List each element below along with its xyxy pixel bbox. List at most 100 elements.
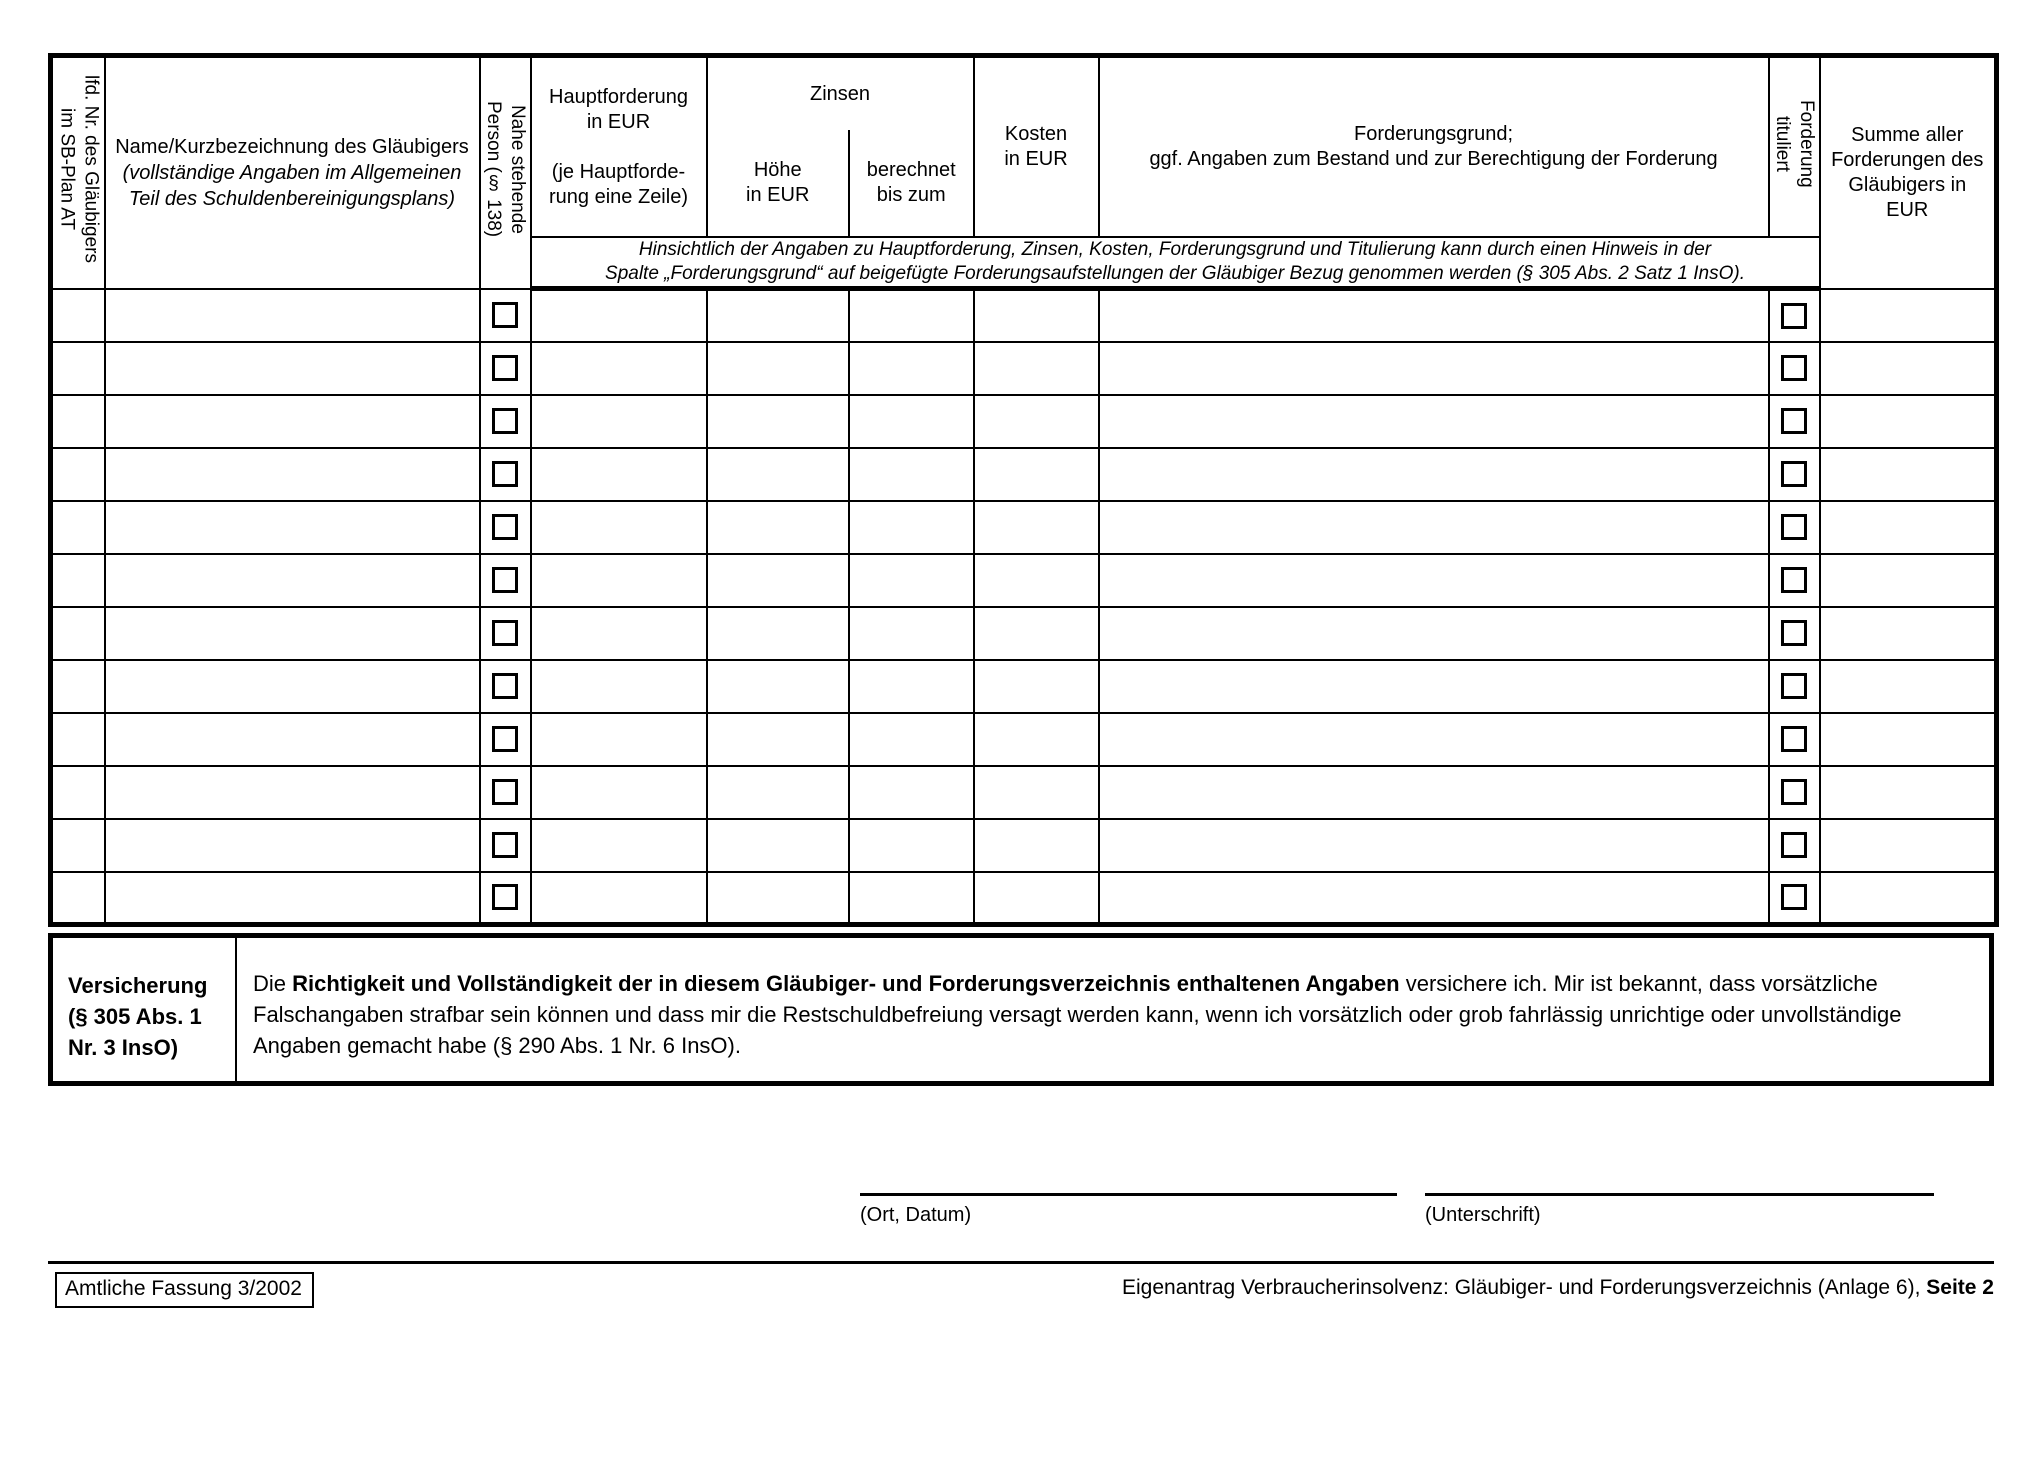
tituliert-checkbox[interactable] (1781, 408, 1808, 434)
tituliert-checkbox[interactable] (1781, 779, 1808, 805)
cell-name[interactable] (103, 658, 481, 714)
cell-name[interactable] (103, 340, 481, 396)
unterschrift-signature-line[interactable] (1425, 1193, 1934, 1196)
cell-zinsen-berechnet[interactable] (847, 340, 975, 396)
cell-zinsen-berechnet[interactable] (847, 817, 975, 873)
cell-zinsen-hoehe[interactable] (705, 870, 850, 926)
cell-zinsen-berechnet[interactable] (847, 499, 975, 555)
nahe-person-checkbox[interactable] (492, 884, 518, 911)
nahe-person-checkbox[interactable] (492, 355, 518, 381)
tituliert-checkbox[interactable] (1781, 884, 1808, 911)
tituliert-checkbox[interactable] (1781, 567, 1808, 593)
cell-zinsen-berechnet[interactable] (847, 287, 975, 343)
cell-forderungsgrund[interactable] (1097, 446, 1770, 502)
cell-zinsen-berechnet[interactable] (847, 658, 975, 714)
cell-lfd-nr[interactable] (49, 499, 106, 555)
cell-forderungsgrund[interactable] (1097, 393, 1770, 449)
cell-forderungsgrund[interactable] (1097, 499, 1770, 555)
cell-kosten[interactable] (972, 446, 1100, 502)
cell-zinsen-hoehe[interactable] (705, 658, 850, 714)
cell-name[interactable] (103, 499, 481, 555)
cell-zinsen-berechnet[interactable] (847, 870, 975, 926)
cell-forderungsgrund[interactable] (1097, 340, 1770, 396)
cell-hauptforderung[interactable] (529, 287, 708, 343)
cell-name[interactable] (103, 393, 481, 449)
nahe-person-checkbox[interactable] (492, 620, 518, 646)
cell-zinsen-berechnet[interactable] (847, 552, 975, 608)
tituliert-checkbox[interactable] (1781, 620, 1808, 646)
cell-zinsen-hoehe[interactable] (705, 552, 850, 608)
cell-kosten[interactable] (972, 393, 1100, 449)
nahe-person-checkbox[interactable] (492, 302, 518, 328)
cell-hauptforderung[interactable] (529, 764, 708, 820)
cell-name[interactable] (103, 552, 481, 608)
cell-zinsen-hoehe[interactable] (705, 764, 850, 820)
cell-zinsen-hoehe[interactable] (705, 711, 850, 767)
cell-name[interactable] (103, 870, 481, 926)
tituliert-checkbox[interactable] (1781, 355, 1808, 381)
ort-datum-signature-line[interactable] (860, 1193, 1397, 1196)
cell-forderungsgrund[interactable] (1097, 870, 1770, 926)
tituliert-checkbox[interactable] (1781, 514, 1808, 540)
cell-kosten[interactable] (972, 711, 1100, 767)
cell-zinsen-berechnet[interactable] (847, 764, 975, 820)
cell-lfd-nr[interactable] (49, 446, 106, 502)
cell-summe[interactable] (1818, 870, 1998, 926)
nahe-person-checkbox[interactable] (492, 514, 518, 540)
cell-kosten[interactable] (972, 658, 1100, 714)
cell-hauptforderung[interactable] (529, 393, 708, 449)
cell-forderungsgrund[interactable] (1097, 605, 1770, 661)
cell-zinsen-berechnet[interactable] (847, 605, 975, 661)
cell-hauptforderung[interactable] (529, 446, 708, 502)
cell-name[interactable] (103, 446, 481, 502)
cell-kosten[interactable] (972, 499, 1100, 555)
cell-kosten[interactable] (972, 287, 1100, 343)
cell-hauptforderung[interactable] (529, 499, 708, 555)
cell-zinsen-hoehe[interactable] (705, 817, 850, 873)
cell-summe[interactable] (1818, 605, 1998, 661)
cell-lfd-nr[interactable] (49, 870, 106, 926)
cell-zinsen-hoehe[interactable] (705, 446, 850, 502)
cell-hauptforderung[interactable] (529, 340, 708, 396)
cell-forderungsgrund[interactable] (1097, 711, 1770, 767)
cell-kosten[interactable] (972, 764, 1100, 820)
tituliert-checkbox[interactable] (1781, 726, 1808, 752)
cell-kosten[interactable] (972, 605, 1100, 661)
cell-lfd-nr[interactable] (49, 658, 106, 714)
cell-hauptforderung[interactable] (529, 605, 708, 661)
cell-name[interactable] (103, 711, 481, 767)
tituliert-checkbox[interactable] (1781, 673, 1808, 699)
tituliert-checkbox[interactable] (1781, 832, 1808, 858)
cell-summe[interactable] (1818, 340, 1998, 396)
cell-summe[interactable] (1818, 658, 1998, 714)
cell-zinsen-hoehe[interactable] (705, 393, 850, 449)
cell-zinsen-hoehe[interactable] (705, 499, 850, 555)
cell-lfd-nr[interactable] (49, 764, 106, 820)
cell-forderungsgrund[interactable] (1097, 552, 1770, 608)
cell-name[interactable] (103, 287, 481, 343)
cell-zinsen-berechnet[interactable] (847, 711, 975, 767)
cell-summe[interactable] (1818, 552, 1998, 608)
cell-lfd-nr[interactable] (49, 605, 106, 661)
cell-summe[interactable] (1818, 287, 1998, 343)
cell-hauptforderung[interactable] (529, 817, 708, 873)
cell-lfd-nr[interactable] (49, 552, 106, 608)
cell-forderungsgrund[interactable] (1097, 658, 1770, 714)
cell-hauptforderung[interactable] (529, 711, 708, 767)
nahe-person-checkbox[interactable] (492, 726, 518, 752)
cell-lfd-nr[interactable] (49, 287, 106, 343)
cell-name[interactable] (103, 817, 481, 873)
cell-summe[interactable] (1818, 499, 1998, 555)
cell-summe[interactable] (1818, 446, 1998, 502)
cell-lfd-nr[interactable] (49, 711, 106, 767)
cell-hauptforderung[interactable] (529, 552, 708, 608)
cell-lfd-nr[interactable] (49, 817, 106, 873)
cell-zinsen-berechnet[interactable] (847, 393, 975, 449)
cell-kosten[interactable] (972, 817, 1100, 873)
cell-hauptforderung[interactable] (529, 658, 708, 714)
nahe-person-checkbox[interactable] (492, 408, 518, 434)
cell-forderungsgrund[interactable] (1097, 287, 1770, 343)
cell-zinsen-hoehe[interactable] (705, 287, 850, 343)
cell-lfd-nr[interactable] (49, 340, 106, 396)
tituliert-checkbox[interactable] (1781, 302, 1808, 329)
